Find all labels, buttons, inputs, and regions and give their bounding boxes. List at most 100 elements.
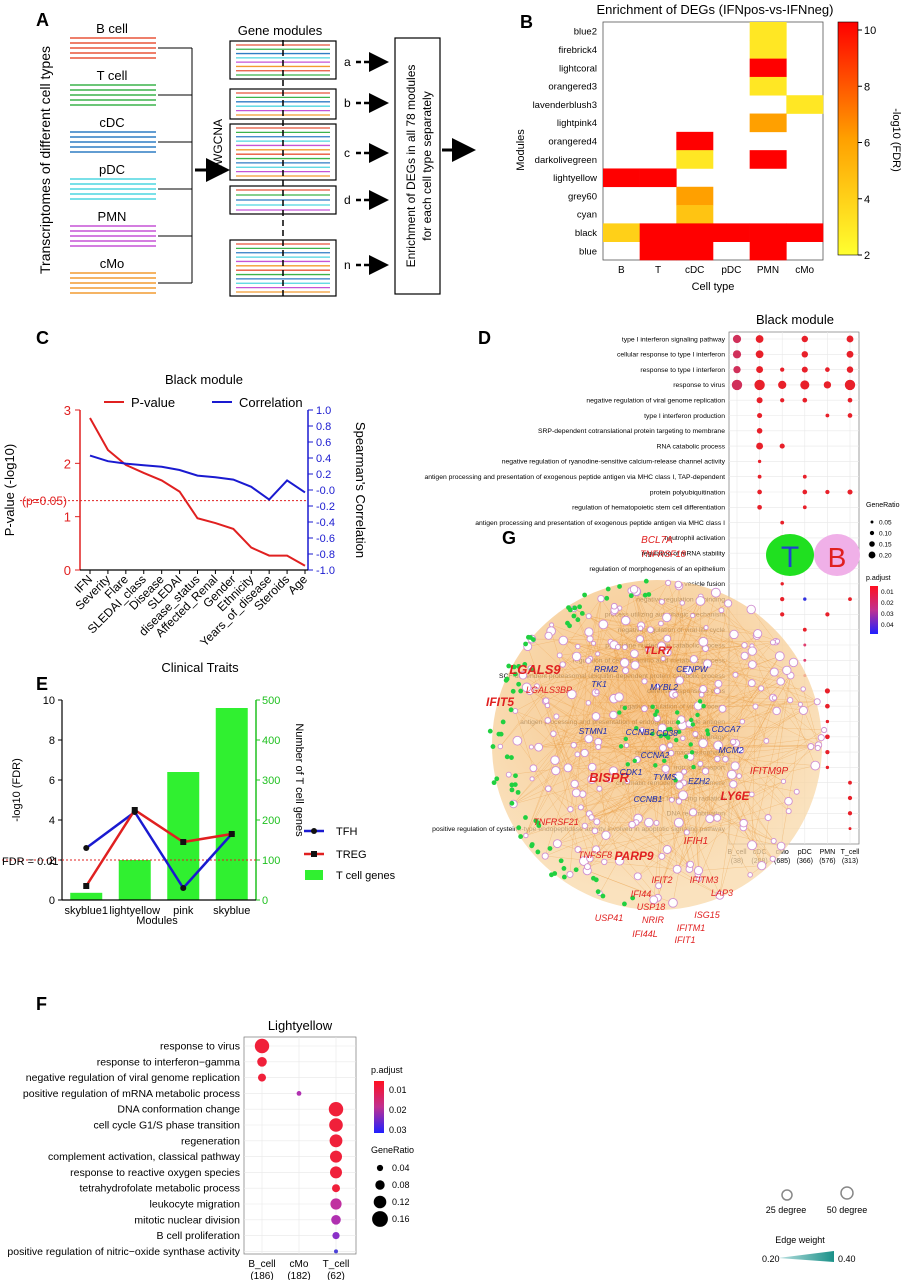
b-cell-node (575, 643, 581, 650)
enrichment-box-line2: for each cell type separately (420, 91, 434, 240)
network-edge (698, 865, 762, 871)
b-cell-node (810, 760, 821, 771)
d-color-legend-title: p.adjust (866, 575, 891, 582)
enrichment-dot (757, 459, 762, 464)
enrichment-dot (846, 335, 854, 343)
color-legend-label: 0.02 (881, 600, 894, 607)
tcell-genes-bar (70, 892, 103, 900)
t-cell-node (622, 901, 627, 907)
b-cell-node (753, 629, 763, 639)
network-edge (569, 638, 591, 875)
enrichment-dot (803, 643, 807, 647)
right-tick-label: 500 (262, 695, 280, 707)
t-cell-node (582, 592, 587, 598)
network-edge (508, 737, 822, 775)
colorbar-label: -log10 (FDR) (890, 108, 902, 172)
b-cell-node (776, 841, 786, 851)
network-edge (619, 607, 694, 660)
t-cell-node (653, 763, 658, 768)
term-label: complement activation, classical pathway (48, 1151, 241, 1163)
t-cell-node (623, 736, 629, 742)
enrichment-dot (803, 597, 807, 601)
heatmap-cell (676, 131, 714, 151)
b-cell-node (686, 860, 694, 868)
b-cell-node (553, 713, 560, 720)
b-cell-node (601, 858, 608, 866)
panel-f: Lightyellow response to virus response to… (7, 1018, 414, 1280)
enrichment-dot (800, 380, 810, 390)
t-cell-node (515, 789, 521, 795)
t-cell-node (529, 667, 534, 673)
network-edge (576, 681, 781, 794)
enrichment-dot (757, 489, 762, 495)
network-edge (591, 729, 643, 780)
term-label: B cell proliferation (157, 1230, 241, 1242)
t-cell-node (503, 677, 509, 683)
heatmap-row-label: darkolivegreen (535, 155, 597, 166)
network-edge (721, 610, 801, 705)
b-cell-node (688, 808, 698, 817)
b-cell-node (558, 635, 569, 646)
network-edge (556, 701, 818, 717)
network-edge (657, 690, 718, 719)
network-edge (631, 824, 678, 870)
term-label: positive regulation of mRNA metabolic pr… (23, 1088, 240, 1100)
heatmap-row-label: lightcoral (559, 63, 597, 74)
edge-min-label: 0.20 (762, 1254, 780, 1264)
network-edge (610, 602, 683, 642)
t-cell-node (509, 800, 515, 806)
t-cell-node (496, 731, 502, 737)
network-edge (513, 681, 781, 805)
network-edge (525, 691, 598, 836)
heatmap-cell (786, 223, 824, 242)
network-edge (715, 592, 801, 705)
enrichment-dot (802, 474, 807, 479)
colorbar-tick-label: 8 (864, 81, 870, 93)
enrichment-dot (334, 1249, 338, 1254)
network-edge (619, 608, 637, 823)
b-cell-node (570, 779, 579, 789)
t-cell-node (561, 866, 567, 871)
left-tick-label: 2 (49, 855, 55, 867)
b-cell-node (649, 895, 659, 905)
heatmap-cell (603, 223, 640, 242)
enrichment-dot (780, 367, 785, 372)
t-cell-node (674, 737, 679, 743)
b-cell-node (571, 651, 582, 662)
heatmap-row-label: black (575, 228, 597, 239)
enrichment-dot (780, 520, 785, 525)
enrichment-dot (802, 489, 808, 495)
t-cell-node (513, 773, 518, 779)
right-tick-label: -0.0 (316, 485, 335, 497)
mwgcna-label: mWGCNA (211, 119, 225, 175)
network-edge (591, 701, 818, 818)
enrichment-dot (801, 366, 808, 373)
t-cell-node (622, 705, 628, 711)
size-legend-dot (373, 1195, 387, 1209)
t-cell-node (634, 726, 639, 731)
t-cell-node (617, 710, 622, 715)
t-cell-node (577, 604, 583, 610)
network-edge (553, 733, 706, 772)
b-cell-node (647, 626, 654, 634)
enrichment-dot (778, 380, 787, 389)
gene-label-blue: MYBL2 (650, 682, 678, 692)
b-cell-node (584, 627, 594, 637)
network-edge (529, 690, 684, 784)
network-edge (522, 675, 804, 690)
legend-50-label: 50 degree (827, 1205, 868, 1215)
panel-c-ylabel-left: P-value (-log10) (2, 444, 17, 537)
col-count: (576) (819, 858, 835, 865)
b-cell-node (698, 738, 708, 749)
col-label: T_cell (841, 849, 860, 856)
b-cell-node (817, 734, 825, 742)
t-cell-node (673, 778, 678, 783)
heatmap-cell (676, 150, 714, 169)
b-cell-node (641, 705, 648, 713)
t-cell-node (683, 754, 689, 759)
left-tick-label: 3 (64, 403, 71, 418)
b-cell-node (746, 604, 756, 615)
t-cell-node (518, 834, 524, 839)
panel-b: Enrichment of DEGs (IFNpos-vs-IFNneg) bl… (515, 2, 902, 293)
col-count: (186) (250, 1271, 273, 1280)
